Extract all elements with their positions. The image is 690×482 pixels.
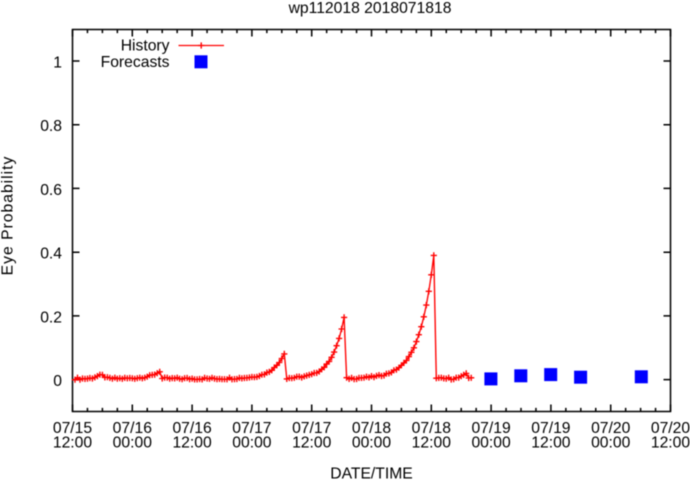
svg-text:Forecasts: Forecasts — [101, 54, 170, 71]
svg-text:wp112018 2018071818: wp112018 2018071818 — [288, 0, 452, 17]
svg-text:07/18: 07/18 — [412, 420, 452, 437]
svg-text:12:00: 12:00 — [172, 434, 212, 451]
svg-text:1: 1 — [53, 55, 62, 72]
svg-text:07/16: 07/16 — [113, 420, 153, 437]
svg-text:00:00: 00:00 — [232, 434, 272, 451]
svg-text:12:00: 12:00 — [292, 434, 332, 451]
svg-text:00:00: 00:00 — [471, 434, 511, 451]
svg-text:07/18: 07/18 — [352, 420, 392, 437]
svg-text:07/19: 07/19 — [531, 420, 570, 437]
svg-text:07/19: 07/19 — [471, 420, 510, 437]
svg-text:12:00: 12:00 — [531, 434, 571, 451]
svg-text:07/20: 07/20 — [591, 420, 631, 437]
svg-text:07/17: 07/17 — [232, 420, 271, 437]
svg-text:00:00: 00:00 — [591, 434, 631, 451]
svg-text:07/15: 07/15 — [53, 420, 93, 437]
svg-text:DATE/TIME: DATE/TIME — [330, 466, 413, 482]
svg-text:Eye Probability: Eye Probability — [0, 156, 17, 276]
svg-text:07/17: 07/17 — [292, 420, 331, 437]
svg-text:12:00: 12:00 — [651, 434, 690, 451]
svg-text:07/16: 07/16 — [172, 420, 212, 437]
svg-text:0.2: 0.2 — [40, 309, 62, 326]
svg-text:12:00: 12:00 — [412, 434, 452, 451]
svg-text:0.4: 0.4 — [40, 246, 62, 263]
svg-text:0.8: 0.8 — [40, 118, 62, 135]
svg-text:0: 0 — [53, 373, 62, 390]
svg-text:0.6: 0.6 — [40, 182, 62, 199]
svg-text:History: History — [121, 38, 170, 55]
svg-text:07/20: 07/20 — [651, 420, 690, 437]
svg-text:00:00: 00:00 — [352, 434, 392, 451]
svg-text:12:00: 12:00 — [53, 434, 93, 451]
svg-text:00:00: 00:00 — [113, 434, 153, 451]
